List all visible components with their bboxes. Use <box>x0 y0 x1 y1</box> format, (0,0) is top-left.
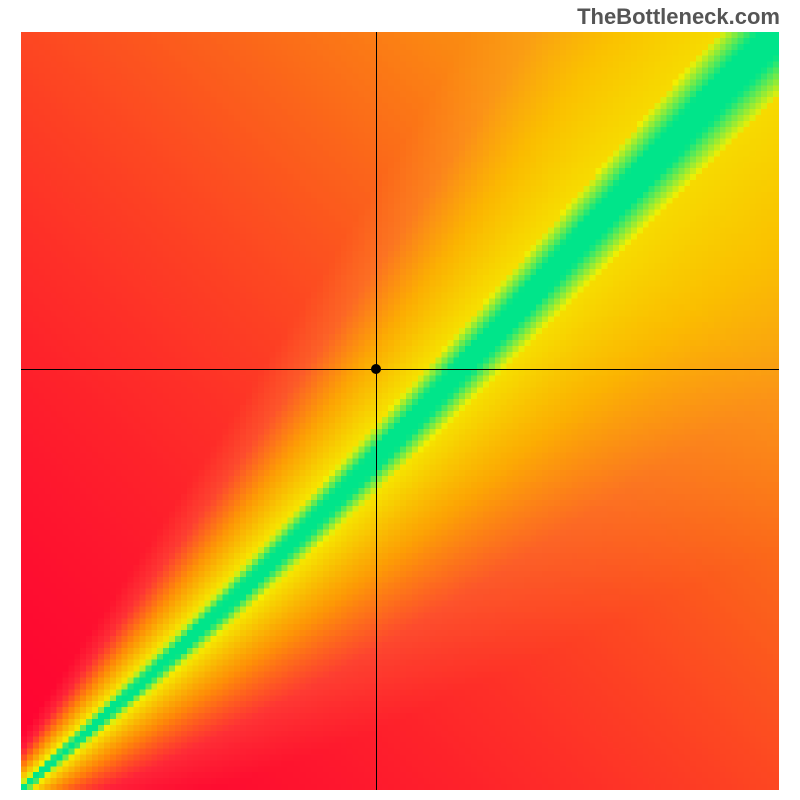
crosshair-horizontal <box>21 369 779 370</box>
heatmap-plot <box>21 32 779 790</box>
watermark-text: TheBottleneck.com <box>577 4 780 30</box>
crosshair-marker <box>371 364 381 374</box>
heatmap-canvas <box>21 32 779 790</box>
crosshair-vertical <box>376 32 377 790</box>
